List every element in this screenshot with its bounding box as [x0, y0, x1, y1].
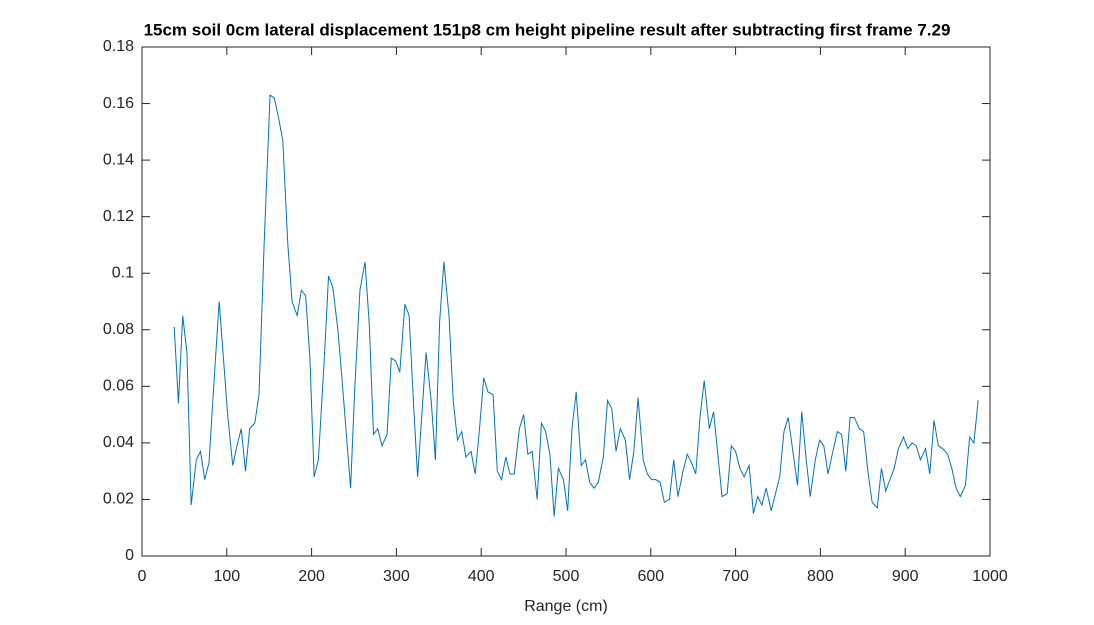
x-tick-label: 100: [213, 568, 240, 585]
y-tick-label: 0.08: [103, 321, 134, 338]
x-tick-label: 900: [892, 568, 919, 585]
y-tick-label: 0.04: [103, 434, 134, 451]
x-tick-label: 500: [553, 568, 580, 585]
y-tick-label: 0.16: [103, 95, 134, 112]
x-axis-label: Range (cm): [524, 598, 608, 615]
y-tick-label: 0.12: [103, 208, 134, 225]
y-tick-label: 0: [125, 547, 134, 564]
chart-title: 15cm soil 0cm lateral displacement 151p8…: [144, 20, 951, 39]
x-tick-label: 300: [383, 568, 410, 585]
data-line: [173, 94, 979, 517]
x-tick-label: 800: [807, 568, 834, 585]
x-tick-label: 0: [138, 568, 147, 585]
x-tick-label: 400: [468, 568, 495, 585]
x-tick-label: 200: [298, 568, 325, 585]
y-tick-label: 0.14: [103, 151, 134, 168]
x-tick-label: 1000: [972, 568, 1008, 585]
x-tick-label: 600: [637, 568, 664, 585]
y-tick-label: 0.02: [103, 491, 134, 508]
x-tick-label: 700: [722, 568, 749, 585]
y-tick-label: 0.1: [112, 264, 134, 281]
y-tick-label: 0.18: [103, 38, 134, 55]
y-tick-label: 0.06: [103, 378, 134, 395]
